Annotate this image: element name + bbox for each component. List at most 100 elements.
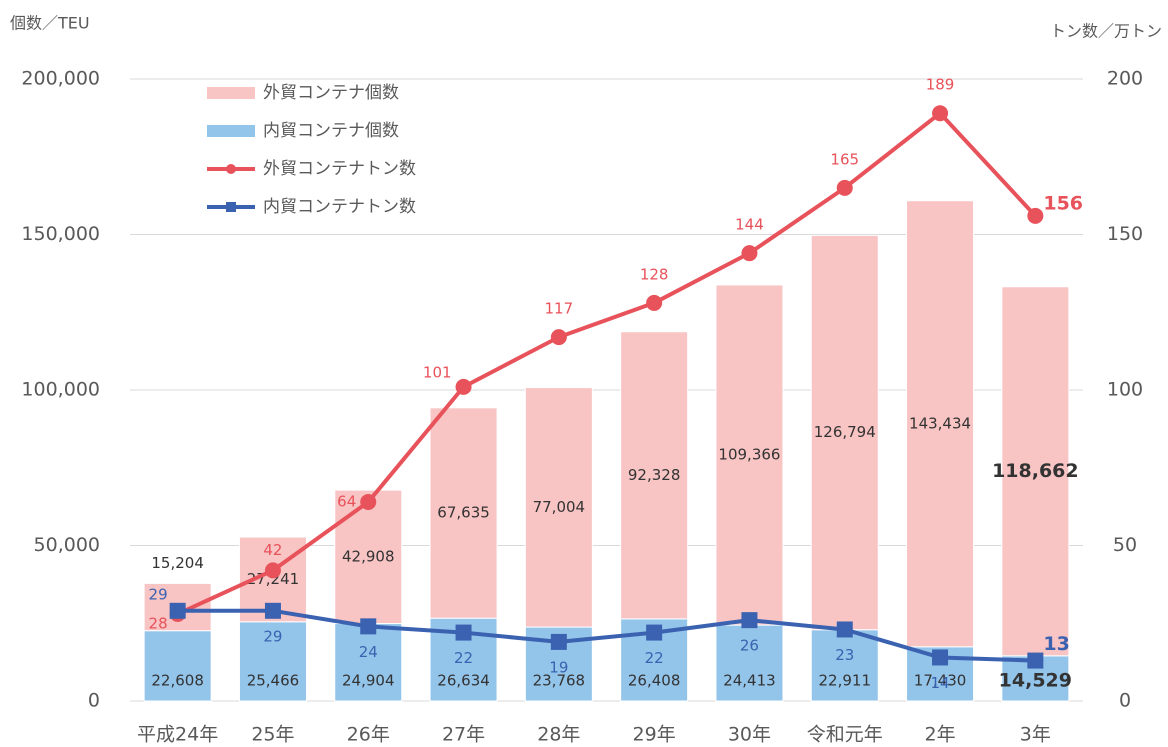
line-value-label: 22	[454, 649, 473, 667]
line-marker	[455, 624, 472, 641]
bar-value-label: 67,635	[437, 503, 490, 521]
x-tick-label: 25年	[251, 724, 294, 746]
x-tick-label: 平成24年	[137, 724, 218, 746]
y-tick-label: 150,000	[21, 223, 100, 245]
line	[176, 111, 1037, 616]
bar	[334, 489, 403, 625]
bar-value-label: 126,794	[814, 423, 876, 441]
bar-value-label: 42,908	[342, 547, 395, 565]
legend-marker	[226, 202, 236, 212]
bar-value-label: 24,904	[342, 672, 395, 690]
line-value-label: 26	[740, 637, 759, 655]
y-axis-title: 個数／TEU	[10, 14, 90, 33]
bar	[715, 284, 784, 626]
y2-axis-title: トン数／万トン	[1050, 22, 1162, 41]
bar-value-label: 17,430	[914, 672, 967, 690]
y2-tick-label: 50	[1113, 534, 1137, 556]
legend-swatch	[207, 87, 255, 99]
line-value-label: 29	[149, 585, 168, 603]
line-value-label: 144	[735, 216, 764, 234]
legend-label: 内貿コンテナ個数	[263, 121, 399, 141]
bar-value-label: 23,768	[533, 672, 586, 690]
legend-label: 外貿コンテナトン数	[263, 159, 416, 179]
line-marker	[646, 294, 663, 311]
y2-tick-label: 100	[1107, 379, 1143, 401]
line-marker	[169, 602, 186, 619]
bar	[334, 623, 403, 702]
line-marker	[836, 179, 853, 196]
y2-tick-label: 150	[1107, 223, 1143, 245]
line-value-label: 19	[549, 658, 568, 676]
line-marker	[264, 562, 281, 579]
line-value-label: 128	[640, 265, 669, 283]
legend-label: 外貿コンテナ個数	[263, 83, 399, 103]
x-tick-label: 28年	[537, 724, 580, 746]
bar-value-label: 24,413	[723, 672, 776, 690]
bar	[143, 630, 212, 702]
line-value-label: 189	[926, 76, 955, 94]
line-marker	[360, 618, 377, 635]
bar	[906, 200, 975, 648]
x-tick-label: 令和元年	[807, 724, 883, 746]
line-marker	[550, 633, 567, 650]
line-marker	[932, 649, 949, 666]
x-tick-label: 30年	[728, 724, 771, 746]
line	[177, 608, 1036, 663]
y-tick-label: 0	[88, 690, 100, 712]
line-marker	[741, 612, 758, 629]
line-marker	[836, 621, 853, 638]
bar	[1001, 286, 1070, 657]
line-value-label: 28	[149, 614, 168, 632]
bar-value-label: 22,911	[819, 672, 872, 690]
bar-value-label: 118,662	[992, 460, 1079, 482]
bar-value-label: 26,634	[437, 672, 490, 690]
y-tick-label: 100,000	[21, 379, 100, 401]
bar	[810, 629, 879, 702]
bar-value-label: 15,204	[151, 554, 204, 572]
x-tick-label: 26年	[347, 724, 390, 746]
x-tick-label: 27年	[442, 724, 485, 746]
y-tick-label: 50,000	[34, 534, 100, 556]
y-tick-label: 200,000	[21, 68, 100, 90]
bar-value-label: 109,366	[718, 446, 780, 464]
line-value-label: 23	[835, 646, 854, 664]
line-marker	[646, 624, 663, 641]
bar-value-label: 77,004	[533, 498, 586, 516]
line-value-label: 42	[263, 541, 282, 559]
bar-value-label: 92,328	[628, 466, 681, 484]
bar-value-label: 143,434	[909, 414, 971, 432]
line-value-label: 165	[830, 150, 859, 168]
bar	[810, 234, 879, 631]
bar-value-label: 26,408	[628, 672, 681, 690]
line-value-label: 117	[545, 300, 574, 318]
line-marker	[741, 245, 758, 262]
bar-value-label: 25,466	[247, 672, 300, 690]
bar	[524, 387, 593, 628]
x-tick-label: 29年	[633, 724, 676, 746]
bar	[238, 621, 307, 702]
line-marker	[932, 105, 949, 122]
y2-tick-label: 0	[1119, 690, 1131, 712]
line-value-label: 156	[1043, 192, 1083, 214]
legend-marker	[226, 164, 236, 174]
line-value-label: 29	[263, 627, 282, 645]
line-marker	[455, 378, 472, 395]
line-marker	[360, 493, 377, 510]
line-marker	[1027, 652, 1044, 669]
x-tick-label: 2年	[925, 724, 956, 746]
line-marker	[264, 602, 281, 619]
line-value-label: 101	[423, 363, 452, 381]
bar-value-label: 14,529	[999, 670, 1072, 692]
legend-swatch	[207, 125, 255, 137]
line-value-label: 13	[1043, 633, 1069, 655]
line-value-label: 22	[645, 649, 664, 667]
x-tick-label: 3年	[1020, 724, 1051, 746]
bar	[715, 624, 784, 702]
line-value-label: 14	[931, 674, 950, 692]
legend-label: 内貿コンテナトン数	[263, 197, 416, 217]
bar-value-label: 22,608	[151, 672, 204, 690]
line-marker	[550, 329, 567, 346]
bar	[429, 407, 498, 619]
